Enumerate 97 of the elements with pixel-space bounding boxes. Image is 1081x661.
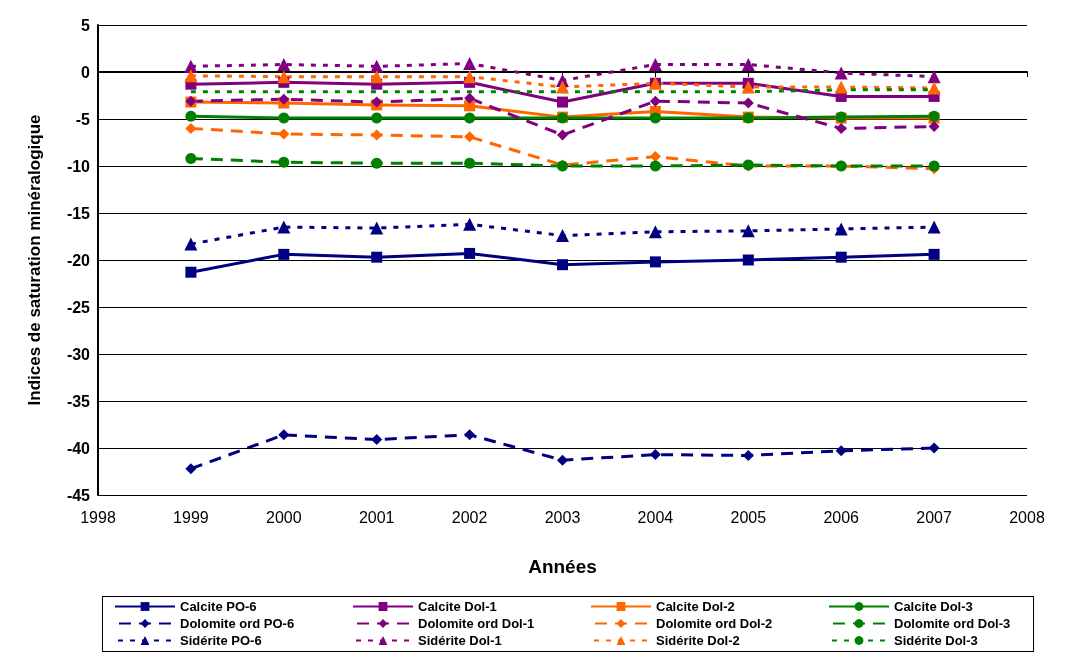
point <box>277 70 291 84</box>
point <box>278 248 290 260</box>
y-tick-label: -45 <box>66 486 91 504</box>
legend-label: Dolomite ord Dol-1 <box>418 616 535 631</box>
point <box>371 434 383 446</box>
legend-label: Dolomite ord Dol-3 <box>894 616 1011 631</box>
legend-label: Sidérite Dol-3 <box>894 633 978 648</box>
x-tick-label: 2005 <box>730 508 767 526</box>
point <box>834 80 848 94</box>
point <box>463 70 477 84</box>
legend-label: Calcite Dol-3 <box>894 599 973 614</box>
x-tick-label: 2002 <box>451 508 488 526</box>
point <box>835 445 847 457</box>
x-tick-label: 2000 <box>266 508 302 526</box>
point <box>185 463 197 475</box>
x-tick-label: 2004 <box>637 508 674 526</box>
point <box>557 129 568 141</box>
point <box>741 80 755 94</box>
legend-label: Calcite PO-6 <box>180 599 257 614</box>
point <box>371 112 383 124</box>
y-tick-label: -5 <box>75 110 91 128</box>
x-tick-label: 1999 <box>173 508 209 526</box>
x-tick-label: 2008 <box>1009 508 1045 526</box>
y-axis-title: Indices de saturation minéralogique <box>25 114 44 406</box>
y-tick-label: -25 <box>66 298 91 316</box>
point <box>834 222 848 236</box>
point <box>278 429 290 441</box>
point <box>370 59 384 73</box>
point <box>464 112 476 124</box>
legend-label: Calcite Dol-1 <box>418 599 497 614</box>
point <box>370 221 384 235</box>
point <box>557 454 568 466</box>
point <box>463 57 477 71</box>
legend-label: Sidérite Dol-2 <box>656 633 740 648</box>
point <box>649 256 661 268</box>
point <box>277 57 291 71</box>
point <box>185 266 197 278</box>
point <box>278 112 290 124</box>
point <box>277 220 291 234</box>
point <box>370 70 384 84</box>
point <box>649 160 661 172</box>
point <box>464 92 476 104</box>
point <box>928 248 940 260</box>
y-tick-label: 0 <box>81 63 91 81</box>
x-tick-label: 2001 <box>358 508 395 526</box>
y-tick-label: -20 <box>66 251 91 269</box>
y-tick-label: -30 <box>66 345 91 363</box>
point <box>927 70 941 84</box>
x-tick-label: 2007 <box>916 508 952 526</box>
point <box>464 247 476 259</box>
point <box>741 224 755 238</box>
point <box>741 57 755 71</box>
y-tick-label: -10 <box>66 157 91 175</box>
point <box>648 57 662 71</box>
point <box>834 66 848 80</box>
point <box>463 217 477 231</box>
point <box>927 220 941 234</box>
y-tick-label: -35 <box>66 392 91 410</box>
point <box>464 131 476 143</box>
point <box>278 93 290 105</box>
point <box>927 81 941 95</box>
point <box>648 225 662 239</box>
point <box>278 128 290 140</box>
x-tick-label: 2003 <box>544 508 581 526</box>
point <box>184 237 198 251</box>
point <box>556 80 569 94</box>
y-tick-label: 5 <box>81 16 91 34</box>
legend-label: Dolomite ord Dol-2 <box>656 616 773 631</box>
x-tick-label: 2006 <box>823 508 860 526</box>
legend-label: Calcite Dol-2 <box>656 599 735 614</box>
point <box>185 110 197 122</box>
y-tick-label: -40 <box>66 439 91 457</box>
legend-label: Sidérite Dol-1 <box>418 633 502 648</box>
point <box>371 251 383 263</box>
point <box>835 251 847 263</box>
point <box>557 96 568 108</box>
point <box>557 259 568 271</box>
point <box>464 429 476 441</box>
point <box>464 157 476 169</box>
x-axis-title: Années <box>528 556 597 577</box>
point <box>556 229 569 243</box>
point <box>371 157 383 169</box>
point <box>185 152 197 164</box>
point <box>649 112 661 124</box>
point <box>835 122 847 134</box>
point <box>649 95 661 107</box>
point <box>742 254 754 266</box>
point <box>185 122 197 134</box>
point <box>928 121 940 133</box>
point <box>184 69 198 83</box>
point <box>649 449 661 461</box>
legend-label: Dolomite ord PO-6 <box>180 616 295 631</box>
y-tick-label: -15 <box>66 204 91 222</box>
legend-label: Sidérite PO-6 <box>180 633 262 648</box>
point <box>278 156 290 168</box>
x-tick-label: 1998 <box>80 508 116 526</box>
point <box>928 442 940 454</box>
